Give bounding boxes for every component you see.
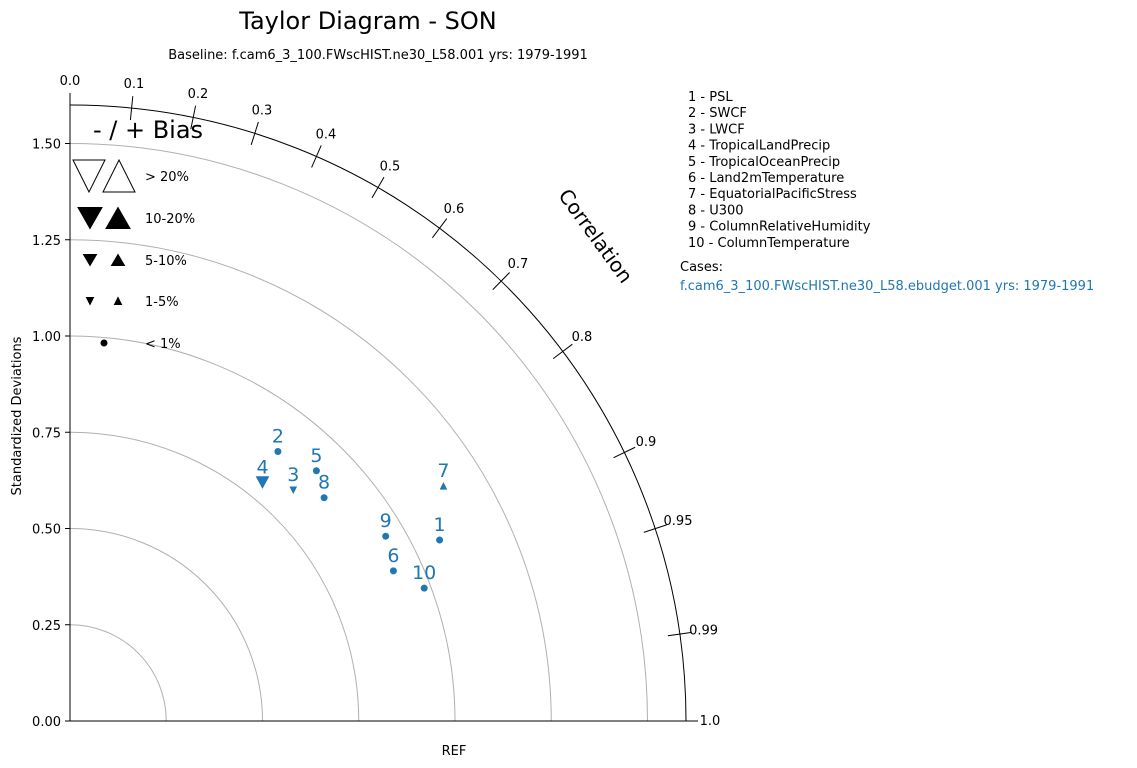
variable-legend-item: 8 - U300 (688, 203, 744, 218)
variable-legend-item: 2 - SWCF (688, 106, 747, 121)
correlation-arc-label: Correlation (554, 184, 638, 287)
variable-legend-item: 1 - PSL (688, 90, 733, 105)
bias-legend-label: > 20% (145, 170, 189, 185)
corr-tick-label: 0.0 (60, 74, 81, 89)
corr-tick-label: 0.6 (444, 202, 465, 217)
bias-legend-label: 5-10% (145, 254, 187, 269)
std-circle-3 (69, 335, 456, 722)
data-point-label: 7 (437, 460, 449, 482)
data-point-dot (382, 532, 390, 540)
y-tick-label: 1.50 (32, 138, 61, 153)
cases-heading: Cases: (680, 260, 723, 275)
corr-tick-mark (129, 96, 134, 121)
data-point-dot (436, 536, 444, 544)
data-point-label: 1 (434, 514, 446, 536)
data-point-down-triangle (255, 476, 270, 489)
bias-marker-up-triangle (110, 253, 126, 266)
outer-arc (69, 104, 687, 722)
x-axis-label: REF (442, 744, 467, 759)
corr-tick-mark (190, 105, 197, 130)
corr-tick-mark (311, 145, 322, 168)
data-point-label: 3 (287, 464, 299, 486)
std-circle-1 (69, 528, 263, 722)
corr-tick-label: 0.95 (664, 514, 693, 529)
data-point-label: 10 (412, 562, 436, 584)
bias-legend-label: 10-20% (145, 212, 195, 227)
data-point-dot (420, 584, 428, 592)
corr-tick-mark (552, 343, 573, 360)
corr-tick-mark (667, 631, 692, 637)
variable-legend-item: 6 - Land2mTemperature (688, 171, 844, 186)
bias-marker-down-triangle (72, 159, 106, 194)
corr-tick-label: 0.5 (380, 160, 401, 175)
data-point-dot (389, 567, 397, 575)
corr-tick-label: 0.7 (508, 257, 529, 272)
data-point-dot (320, 494, 328, 502)
variable-legend-item: 4 - TropicalLandPrecip (688, 139, 830, 154)
bias-marker-down-triangle (82, 254, 98, 267)
y-axis-label: Standardized Deviations (10, 336, 25, 495)
variable-legend-item: 3 - LWCF (688, 122, 745, 137)
data-point-dot (312, 467, 320, 475)
bias-legend-label: 1-5% (145, 295, 179, 310)
bias-legend: - / + Bias > 20% 10-20% 5-10% 1-5% < 1% (72, 116, 203, 352)
corr-tick-label: 0.3 (252, 103, 273, 118)
y-tick-label: 0.25 (32, 619, 61, 634)
chart-title: Taylor Diagram - SON (238, 7, 496, 35)
bias-marker-up-triangle (105, 206, 131, 229)
corr-tick-label: 0.9 (636, 435, 657, 450)
data-point-label: 8 (318, 472, 330, 494)
data-point-label: 9 (380, 510, 392, 532)
corr-tick-label: 0.1 (124, 77, 145, 92)
y-axis-ticks: 0.00 0.25 0.50 0.75 1.00 1.25 1.50 (32, 138, 70, 730)
variable-legend-item: 5 - TropicalOceanPrecip (688, 155, 840, 170)
corr-tick-mark (371, 176, 385, 199)
corr-tick-label: 0.4 (316, 127, 337, 142)
chart-frame (69, 104, 687, 722)
bias-legend-label: < 1% (145, 337, 181, 352)
case-name: f.cam6_3_100.FWscHIST.ne30_L58.ebudget.0… (680, 279, 1094, 294)
std-circles (69, 143, 648, 722)
data-points: 1 234 5 6 7 8 9 10 (255, 426, 449, 592)
y-tick-label: 1.00 (32, 330, 61, 345)
data-point-dot (274, 448, 282, 455)
y-tick-label: 0.00 (32, 715, 61, 730)
std-circle-0 (69, 624, 167, 722)
y-tick-label: 0.50 (32, 523, 61, 538)
corr-tick-mark (250, 121, 259, 145)
y-tick-label: 0.75 (32, 426, 61, 441)
corr-tick-mark (643, 524, 667, 533)
data-point-up-triangle (439, 482, 448, 490)
bias-marker-dot (100, 339, 108, 347)
corr-tick-label: 1.0 (700, 714, 721, 729)
variable-legend-item: 10 - ColumnTemperature (688, 236, 850, 251)
data-point-label: 5 (310, 445, 322, 467)
bias-legend-title: - / + Bias (93, 116, 203, 144)
data-point-down-triangle (289, 486, 298, 495)
y-tick-label: 1.25 (32, 234, 61, 249)
bias-marker-up-triangle (102, 158, 136, 193)
std-circle-4 (69, 239, 552, 722)
correlation-ticks: 0.0 0.1 0.2 0.3 0.4 0.5 0.6 0.7 0.8 0.9 0.95 0.99 1.… (60, 74, 721, 729)
cases-legend: Cases: f.cam6_3_100.FWscHIST.ne30_L58.ebu… (680, 260, 1094, 294)
data-point-label: 6 (387, 545, 399, 567)
std-circle-2 (69, 431, 360, 722)
std-circle-5 (69, 143, 648, 722)
data-point-label: 2 (272, 426, 284, 448)
bias-marker-down-triangle (85, 297, 95, 306)
corr-tick-mark (492, 272, 510, 291)
bias-marker-down-triangle (77, 207, 103, 230)
bias-marker-up-triangle (113, 296, 123, 305)
variable-legend-item: 7 - EquatorialPacificStress (688, 187, 857, 202)
corr-tick-label: 0.99 (689, 624, 718, 639)
corr-tick-label: 0.2 (188, 87, 209, 102)
corr-tick-mark (613, 446, 636, 459)
corr-tick-mark (431, 218, 448, 239)
data-point-label: 4 (256, 456, 268, 478)
variable-legend-item: 9 - ColumnRelativeHumidity (688, 220, 871, 235)
corr-tick-label: 0.8 (572, 330, 593, 345)
chart-subtitle: Baseline: f.cam6_3_100.FWscHIST.ne30_L58… (168, 48, 588, 63)
